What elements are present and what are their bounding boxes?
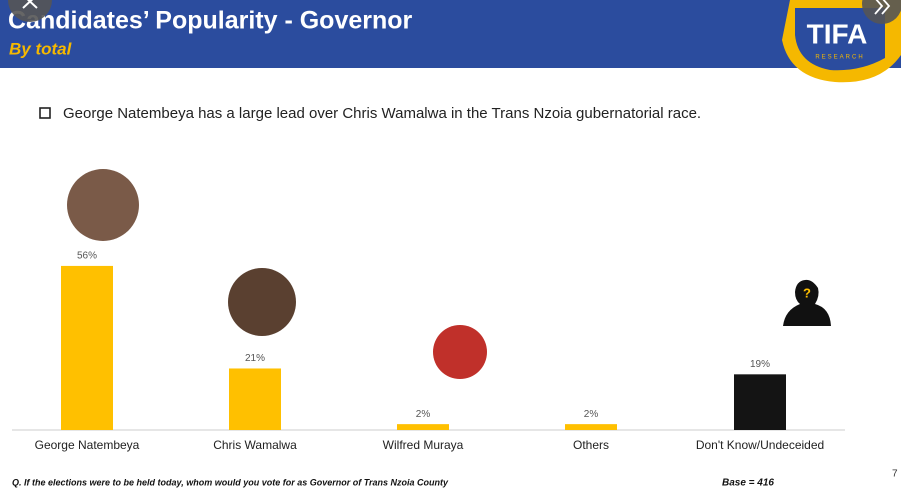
bar [734, 374, 786, 430]
question-icon: ? [803, 285, 811, 300]
close-circle[interactable] [8, 0, 52, 22]
question: Q. If the elections were to be held toda… [12, 477, 449, 487]
photos: ? [67, 169, 831, 379]
bar [61, 265, 113, 430]
next-circle[interactable] [862, 0, 901, 24]
category-label: Chris Wamalwa [213, 438, 297, 452]
slide-subtitle: By total [9, 39, 73, 58]
bullet-box [39, 107, 51, 119]
category-label: Others [573, 438, 609, 452]
value-label: 2% [416, 409, 431, 420]
note: George Natembeya has a large lead over C… [63, 105, 701, 122]
candidate-photo [433, 325, 487, 379]
category-label: Wilfred Muraya [383, 438, 464, 452]
category-label: George Natembeya [35, 438, 140, 452]
value-label: 19% [750, 359, 770, 370]
next-icon[interactable] [874, 0, 891, 15]
header-band [0, 0, 901, 68]
close-button[interactable] [8, 0, 52, 22]
candidate-photo [228, 268, 296, 336]
value-label: 21% [245, 353, 265, 364]
logo-tagline: RESEARCH [815, 55, 864, 61]
slide-title: Candidates’ Popularity - Governor [8, 7, 413, 35]
unknown-silhouette [783, 279, 831, 326]
candidate-photo [67, 169, 139, 241]
base: Base = 416 [722, 478, 774, 489]
category-label: Don't Know/Undeceided [696, 438, 824, 452]
logo-inner [795, 8, 885, 71]
close-icon[interactable] [22, 0, 38, 9]
bar [565, 424, 617, 430]
page-number: 7 [892, 469, 898, 480]
value-label: 2% [584, 409, 599, 420]
bar [229, 368, 281, 430]
next-button[interactable] [862, 0, 901, 24]
bar [397, 424, 449, 430]
value-label: 56% [77, 251, 97, 262]
logo-name: TIFA [807, 18, 868, 49]
